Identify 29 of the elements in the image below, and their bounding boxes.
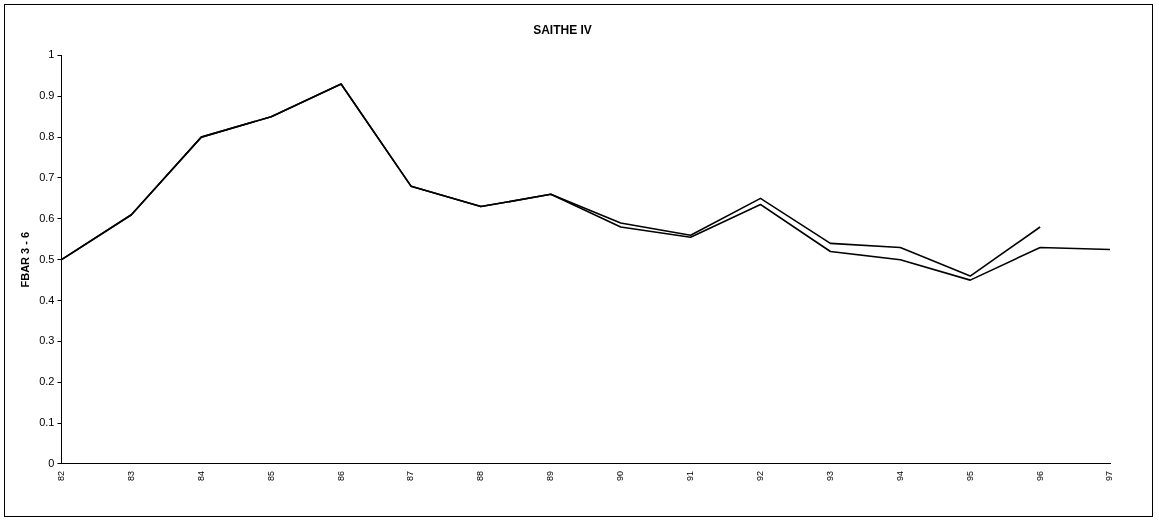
y-tick-label: 0.4 [39, 293, 55, 306]
chart-title: SAITHE IV [533, 22, 592, 37]
x-tick-label: 87 [405, 470, 416, 481]
x-tick-label: 88 [475, 470, 486, 481]
x-tick-label: 82 [55, 470, 66, 481]
y-tick-label: 0.9 [39, 89, 55, 102]
y-tick-label: 0.1 [39, 416, 55, 429]
y-tick-label: 0.6 [39, 211, 55, 224]
x-tick-label: 92 [754, 470, 765, 481]
y-tick-label: 0 [48, 457, 55, 470]
x-tick-label: 95 [964, 470, 975, 481]
x-tick-label: 94 [894, 470, 905, 481]
x-tick-label: 97 [1104, 470, 1115, 481]
y-tick-label: 0.2 [39, 375, 55, 388]
y-tick-label: 0.5 [39, 252, 55, 265]
x-tick-label: 91 [685, 470, 696, 481]
y-tick-label: 0.3 [39, 334, 55, 347]
x-tick-label: 90 [615, 470, 626, 481]
x-tick-label: 96 [1034, 470, 1045, 481]
x-tick-label: 84 [195, 470, 206, 481]
y-tick-label: 0.8 [39, 130, 55, 143]
x-tick-label: 89 [545, 470, 556, 481]
y-tick-label: 1 [48, 48, 55, 61]
y-axis-title: FBAR 3 - 6 [18, 231, 31, 288]
x-tick-label: 85 [265, 470, 276, 481]
y-tick-label: 0.7 [39, 171, 55, 184]
x-tick-label: 93 [824, 470, 835, 481]
x-tick-label: 86 [335, 470, 346, 481]
x-tick-label: 83 [125, 470, 136, 481]
